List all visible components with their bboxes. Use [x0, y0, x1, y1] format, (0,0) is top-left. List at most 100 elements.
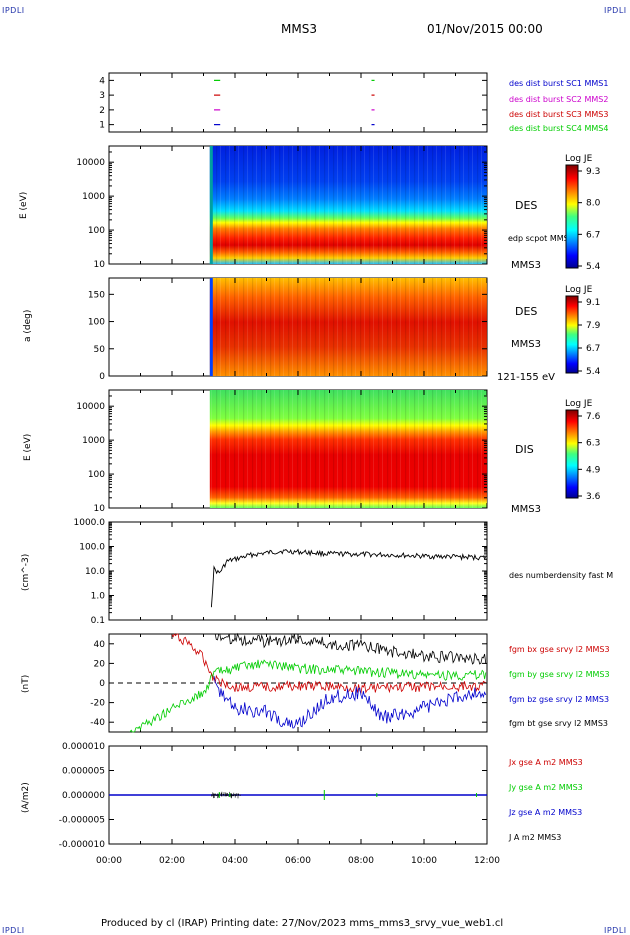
legend-item: J A m2 MMS3 — [508, 833, 561, 842]
x-tick-label: 00:00 — [96, 856, 122, 866]
y-tick-label: 0 — [99, 372, 105, 382]
des-energy-texture — [209, 146, 488, 264]
colorbar-tick-label: 3.6 — [586, 492, 601, 502]
legend-item: Jx gse A m2 MMS3 — [508, 758, 583, 767]
y-tick-label: 0.1 — [91, 616, 105, 626]
x-tick-label: 10:00 — [411, 856, 437, 866]
colorbar-tick-label: 4.9 — [586, 465, 601, 475]
y-tick-label: 1 — [99, 121, 105, 131]
colorbar-title: Log JE — [565, 285, 593, 295]
colorbar-tick-label: 6.7 — [586, 344, 600, 354]
y-tick-label: 100 — [88, 318, 105, 328]
x-tick-label: 08:00 — [348, 856, 374, 866]
y-tick-label: -0.000010 — [59, 840, 105, 850]
y-tick-label: 10.0 — [85, 567, 105, 577]
colorbar-tick-label: 9.3 — [586, 167, 600, 177]
colorbar-tick-label: 8.0 — [586, 199, 601, 209]
burst-panel-frame — [108, 72, 488, 133]
instrument-label: DES — [515, 305, 537, 318]
dis-energy-texture — [209, 390, 488, 508]
colorbar — [565, 295, 579, 374]
bfield-series-line — [171, 633, 486, 694]
colorbar-tick-label: 5.4 — [586, 262, 601, 272]
bfield-series-line — [214, 632, 487, 665]
legend-item: Jy gse A m2 MMS3 — [508, 783, 583, 792]
legend-item: des dist burst SC3 MMS3 — [509, 110, 608, 119]
x-tick-label: 04:00 — [222, 856, 248, 866]
colorbar-tick-label: 6.3 — [586, 439, 600, 449]
y-tick-label: 1000.0 — [74, 518, 106, 528]
y-axis-label: (nT) — [21, 675, 31, 693]
datetime-title: 01/Nov/2015 00:00 — [427, 22, 543, 36]
x-tick-label: 02:00 — [159, 856, 185, 866]
current-spike — [218, 790, 477, 800]
legend-item: fgm bz gse srvy l2 MMS3 — [509, 695, 609, 704]
colorbar-tick-label: 7.9 — [586, 321, 601, 331]
mission-title: MMS3 — [281, 22, 317, 36]
legend-item: fgm bx gse srvy l2 MMS3 — [509, 645, 610, 654]
y-tick-label: 20 — [94, 659, 106, 669]
y-axis-label: E (eV) — [23, 434, 33, 461]
y-tick-label: 10 — [94, 260, 106, 270]
y-tick-label: 0 — [99, 679, 105, 689]
spacecraft-label: MMS3 — [511, 504, 541, 515]
y-tick-label: 10000 — [76, 158, 105, 168]
y-tick-label: -0.000005 — [59, 816, 105, 826]
legend-item: fgm bt gse srvy l2 MMS3 — [509, 719, 608, 728]
corner-label-top-right: IPDLI — [604, 6, 627, 15]
y-tick-label: 1.0 — [91, 592, 106, 602]
colorbar-tick-label: 9.1 — [586, 298, 600, 308]
legend-item: Jz gse A m2 MMS3 — [508, 808, 582, 817]
corner-label-bottom-right: IPDLI — [604, 926, 627, 935]
y-tick-label: 0.000000 — [62, 791, 105, 801]
legend-item: fgm by gse srvy l2 MMS3 — [509, 670, 610, 679]
density-series-line — [210, 548, 487, 608]
x-tick-label: 06:00 — [285, 856, 311, 866]
y-tick-label: 10000 — [76, 402, 105, 412]
des-energy-onset — [209, 146, 213, 264]
y-tick-label: -20 — [90, 699, 105, 709]
colorbar — [565, 164, 579, 269]
y-tick-label: 100.0 — [79, 543, 105, 553]
y-tick-label: 50 — [94, 345, 106, 355]
y-tick-label: 0.000010 — [62, 742, 105, 752]
colorbar-title: Log JE — [565, 399, 593, 409]
colorbar-tick-label: 6.7 — [586, 230, 600, 240]
legend-item: des numberdensity fast M — [509, 571, 613, 580]
legend-item: des dist burst SC2 MMS2 — [509, 95, 608, 104]
y-tick-label: 10 — [94, 504, 106, 514]
colorbar-title: Log JE — [565, 154, 593, 164]
y-tick-label: 0.000005 — [62, 767, 105, 777]
bfield-series-line — [213, 676, 487, 729]
spacecraft-label: MMS3 — [511, 339, 541, 350]
y-axis-label: a (deg) — [23, 310, 33, 342]
des-pitch-texture — [209, 278, 488, 376]
overlay-label: edp scpot MMS3 — [508, 234, 574, 243]
y-tick-label: 3 — [99, 91, 105, 101]
y-tick-label: 100 — [88, 226, 105, 236]
y-axis-label: (A/m2) — [21, 782, 31, 813]
y-axis-label: (cm^-3) — [21, 554, 31, 591]
des-pitch-onset — [209, 278, 213, 376]
energy-range-label: 121-155 eV — [497, 372, 555, 383]
y-tick-label: -40 — [90, 718, 105, 728]
colorbar-tick-label: 7.6 — [586, 412, 601, 422]
instrument-label: DIS — [515, 443, 534, 456]
footer-text: Produced by cl (IRAP) Printing date: 27/… — [101, 918, 504, 929]
current-fluctuation — [211, 791, 241, 799]
colorbar-tick-label: 5.4 — [586, 367, 601, 377]
spacecraft-label: MMS3 — [511, 260, 541, 271]
corner-label-top-left: IPDLI — [2, 6, 25, 15]
y-tick-label: 1000 — [82, 436, 105, 446]
y-tick-label: 100 — [88, 470, 105, 480]
y-tick-label: 2 — [99, 106, 105, 116]
legend-item: des dist burst SC4 MMS4 — [509, 124, 608, 133]
y-tick-label: 150 — [88, 290, 105, 300]
x-tick-label: 12:00 — [474, 856, 500, 866]
density-panel-frame — [108, 521, 488, 621]
corner-label-bottom-left: IPDLI — [2, 926, 25, 935]
bfield-series-line — [129, 659, 487, 733]
y-tick-label: 4 — [99, 76, 105, 86]
